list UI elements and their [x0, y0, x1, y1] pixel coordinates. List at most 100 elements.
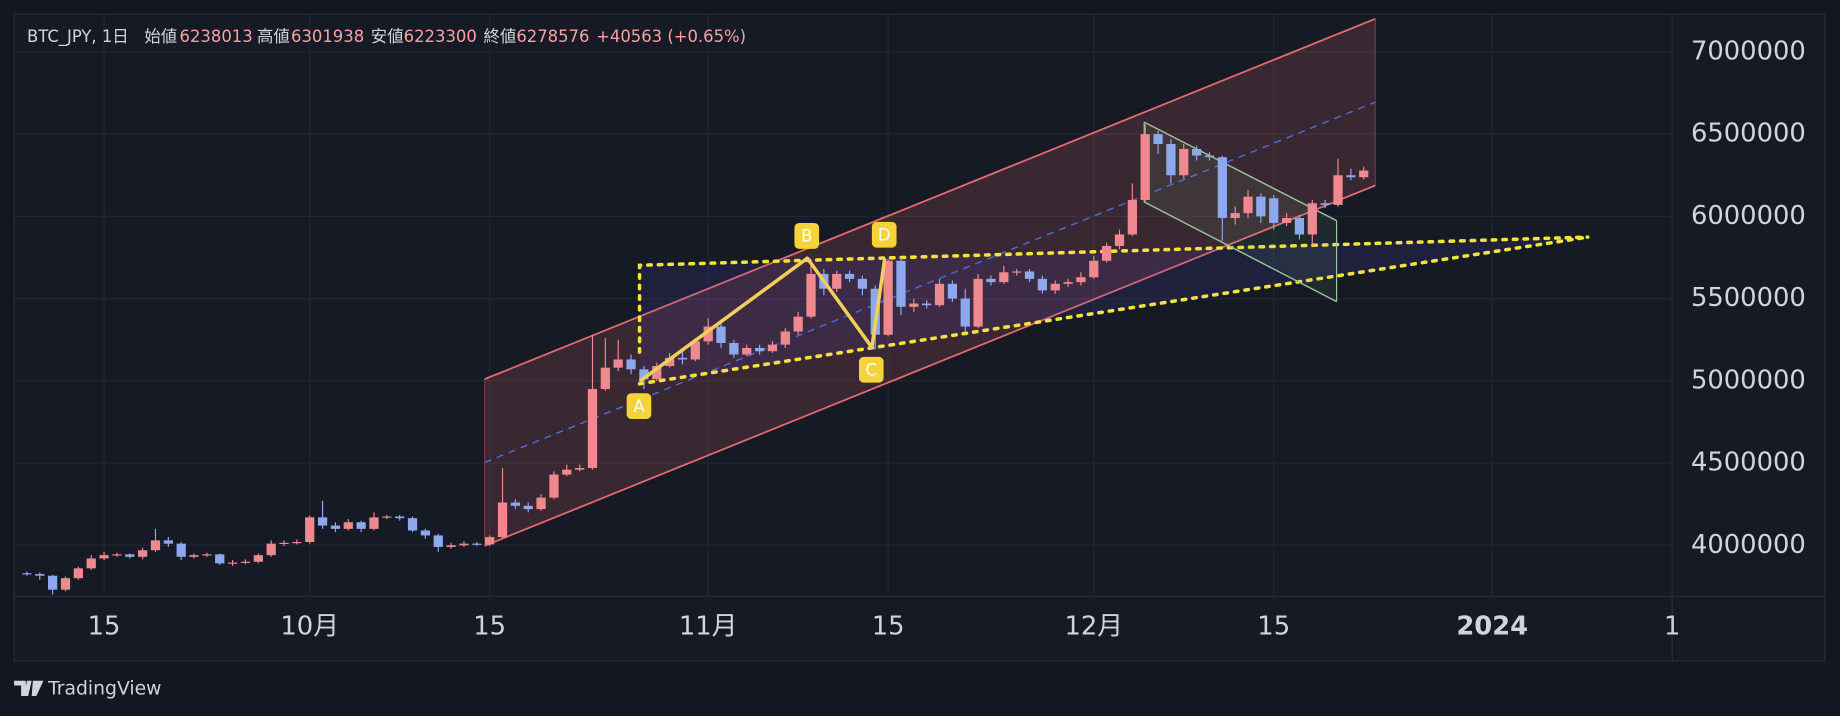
desc-channel-upper — [1143, 121, 1337, 222]
candle-body — [125, 554, 135, 557]
candle-body — [433, 535, 443, 547]
candle-body — [523, 505, 533, 510]
candle-body — [137, 550, 148, 557]
candle-body — [1217, 157, 1227, 219]
candle-body — [356, 522, 366, 529]
candle-body — [896, 260, 906, 307]
candle-body — [1102, 245, 1112, 261]
candle-body — [253, 555, 263, 562]
x-tick-label: 15 — [88, 611, 121, 641]
candle-body — [613, 359, 623, 368]
candle-body — [99, 555, 109, 559]
candle-body — [510, 502, 520, 506]
label-box — [858, 356, 884, 383]
candle-body — [587, 389, 598, 468]
candle-body — [1281, 218, 1292, 223]
desc-channel-lower — [1143, 201, 1337, 303]
y-tick-label: 6500000 — [1691, 119, 1806, 149]
candle-body — [163, 540, 173, 544]
candle-body — [1114, 234, 1125, 246]
candle-body — [562, 469, 572, 475]
candle-body — [446, 545, 456, 547]
candle-body — [497, 502, 508, 538]
triangle-lower — [637, 235, 1590, 386]
candle-body — [947, 283, 958, 299]
candle-body — [305, 517, 315, 543]
candle-body — [960, 298, 970, 327]
y-tick-label: 4000000 — [1691, 530, 1806, 560]
candle-body — [1320, 203, 1330, 205]
candle-body — [652, 366, 662, 380]
label-box — [794, 223, 820, 249]
candle-body — [1063, 282, 1073, 284]
pattern-label: B — [801, 227, 812, 246]
close-label: 終値 — [483, 27, 516, 46]
candle-body — [716, 326, 726, 344]
candle-body — [1230, 213, 1240, 219]
candle-body — [780, 331, 790, 345]
change: +40563 (+0.65%) — [596, 27, 746, 46]
candle-body — [883, 260, 893, 335]
x-tick-label: 15 — [872, 611, 905, 641]
candle-body — [1359, 170, 1369, 178]
candle-body — [22, 573, 32, 575]
y-tick-label: 7000000 — [1691, 36, 1806, 66]
x-tick-label: 10月 — [280, 611, 339, 641]
candle-body — [1140, 134, 1150, 200]
candle-body — [227, 562, 238, 564]
candle-body — [176, 543, 186, 557]
candle-body — [806, 273, 816, 317]
candle-body — [1024, 271, 1035, 279]
pattern-label: C — [866, 360, 877, 379]
candle-body — [1204, 155, 1215, 158]
candle-body — [677, 357, 688, 360]
legend-header: BTC_JPY, 1日 始値 6238013 高値 6301938 安値 622… — [27, 27, 746, 47]
candle-body — [986, 278, 996, 283]
brand-logo — [14, 680, 44, 697]
candle-body — [459, 543, 469, 546]
candle-body — [1153, 134, 1163, 145]
candle-body — [395, 516, 405, 519]
candle-body — [343, 522, 353, 529]
candle-body — [1050, 283, 1060, 291]
high-value: 6301938 — [291, 27, 364, 46]
candle-body — [202, 554, 212, 556]
candle-body — [215, 554, 225, 564]
candle-body — [382, 516, 392, 518]
candle-body — [690, 341, 700, 360]
candle-body — [999, 272, 1009, 283]
candle-body — [536, 497, 546, 510]
x-tick-label: 15 — [1257, 611, 1290, 641]
pattern-label: D — [878, 225, 891, 244]
candle-body — [86, 558, 96, 569]
x-tick-label: 15 — [473, 611, 506, 641]
abcd-pattern: A B C D — [626, 221, 897, 420]
candle-body — [909, 303, 919, 307]
close-value: 6278576 — [516, 27, 589, 46]
desc-channel-fill — [1144, 122, 1337, 302]
candle-body — [549, 474, 559, 498]
candle-body — [369, 517, 379, 529]
candle-body — [922, 303, 932, 306]
candle-body — [35, 574, 45, 576]
candle-body — [934, 283, 945, 306]
candle-body — [793, 316, 803, 332]
y-tick-label: 5500000 — [1691, 283, 1806, 313]
candle-body — [1037, 278, 1047, 291]
candle-body — [1307, 203, 1317, 235]
x-tick-label: 12月 — [1064, 611, 1123, 641]
candle-body — [420, 530, 431, 536]
symbol: BTC_JPY, 1日 — [27, 27, 129, 47]
candle-body — [485, 537, 495, 545]
candle-body — [703, 326, 713, 342]
candle-body — [189, 555, 199, 557]
candle-body — [1127, 199, 1137, 235]
candle-body — [1076, 277, 1086, 283]
channel-upper — [484, 17, 1376, 380]
candle-body — [729, 343, 739, 355]
brand: TradingView — [14, 679, 161, 700]
open-label: 始値 — [144, 27, 177, 46]
y-tick-label: 6000000 — [1691, 201, 1806, 231]
label-box — [626, 393, 652, 420]
candle-body — [150, 540, 161, 551]
